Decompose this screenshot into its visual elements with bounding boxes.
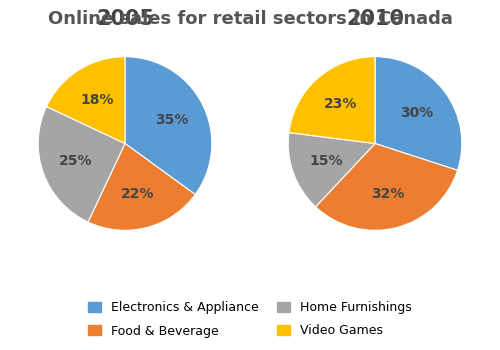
Wedge shape [125, 57, 212, 195]
Wedge shape [288, 133, 375, 207]
Wedge shape [289, 57, 375, 144]
Legend: Electronics & Appliance, Food & Beverage, Home Furnishings, Video Games: Electronics & Appliance, Food & Beverage… [82, 295, 418, 344]
Title: 2010: 2010 [346, 9, 404, 29]
Wedge shape [38, 106, 125, 222]
Text: 18%: 18% [80, 92, 114, 106]
Text: 32%: 32% [372, 187, 404, 201]
Wedge shape [375, 57, 462, 170]
Text: 23%: 23% [324, 97, 357, 111]
Text: 30%: 30% [400, 106, 434, 120]
Text: 15%: 15% [309, 154, 342, 168]
Title: 2005: 2005 [96, 9, 154, 29]
Wedge shape [88, 144, 195, 230]
Wedge shape [316, 144, 458, 230]
Text: 22%: 22% [121, 187, 154, 201]
Wedge shape [46, 57, 125, 144]
Text: 25%: 25% [59, 154, 92, 168]
Text: Online sales for retail sectors in Canada: Online sales for retail sectors in Canad… [48, 10, 452, 28]
Text: 35%: 35% [154, 113, 188, 127]
